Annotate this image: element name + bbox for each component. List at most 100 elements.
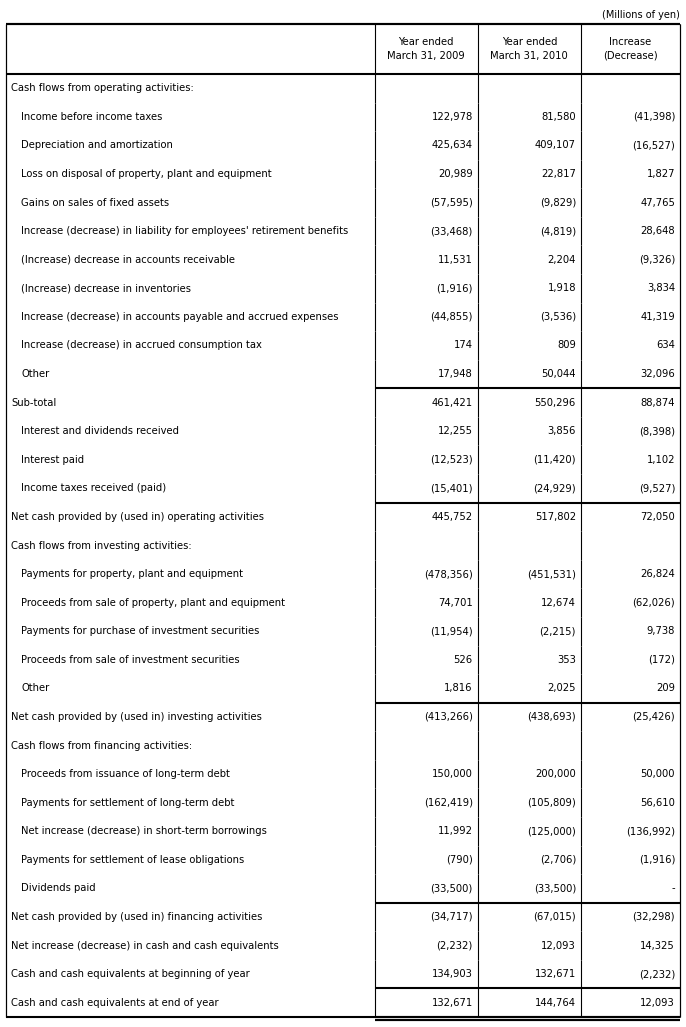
Text: Income taxes received (paid): Income taxes received (paid): [21, 484, 166, 493]
Text: (413,266): (413,266): [424, 712, 473, 722]
Text: (12,523): (12,523): [430, 455, 473, 465]
Text: (41,398): (41,398): [632, 112, 675, 122]
Text: Interest and dividends received: Interest and dividends received: [21, 426, 179, 436]
Text: (2,706): (2,706): [540, 854, 576, 865]
Text: Other: Other: [21, 369, 49, 379]
Text: (24,929): (24,929): [533, 484, 576, 493]
Text: 88,874: 88,874: [641, 397, 675, 408]
Text: (2,215): (2,215): [540, 626, 576, 637]
Text: 809: 809: [557, 341, 576, 350]
Text: (57,595): (57,595): [430, 197, 473, 207]
Text: Cash flows from investing activities:: Cash flows from investing activities:: [11, 540, 191, 550]
Text: Net cash provided by (used in) investing activities: Net cash provided by (used in) investing…: [11, 712, 262, 722]
Text: 209: 209: [656, 683, 675, 693]
Text: Increase
(Decrease): Increase (Decrease): [603, 37, 658, 61]
Text: (33,500): (33,500): [431, 883, 473, 893]
Text: 1,816: 1,816: [445, 683, 473, 693]
Text: Payments for settlement of lease obligations: Payments for settlement of lease obligat…: [21, 854, 244, 865]
Text: 47,765: 47,765: [640, 197, 675, 207]
Text: Net cash provided by (used in) financing activities: Net cash provided by (used in) financing…: [11, 912, 262, 922]
Text: 174: 174: [454, 341, 473, 350]
Text: (25,426): (25,426): [632, 712, 675, 722]
Text: 1,102: 1,102: [646, 455, 675, 465]
Text: Depreciation and amortization: Depreciation and amortization: [21, 141, 173, 150]
Text: 425,634: 425,634: [431, 141, 473, 150]
Text: Cash and cash equivalents at end of year: Cash and cash equivalents at end of year: [11, 997, 219, 1007]
Text: 3,856: 3,856: [547, 426, 576, 436]
Text: 50,000: 50,000: [641, 769, 675, 779]
Text: 132,671: 132,671: [431, 997, 473, 1007]
Text: (11,954): (11,954): [430, 626, 473, 637]
Text: Cash flows from financing activities:: Cash flows from financing activities:: [11, 740, 192, 751]
Text: Increase (decrease) in liability for employees' retirement benefits: Increase (decrease) in liability for emp…: [21, 226, 348, 236]
Text: (9,527): (9,527): [639, 484, 675, 493]
Text: Payments for settlement of long-term debt: Payments for settlement of long-term deb…: [21, 798, 235, 807]
Text: 17,948: 17,948: [438, 369, 473, 379]
Text: Income before income taxes: Income before income taxes: [21, 112, 163, 122]
Text: (Increase) decrease in accounts receivable: (Increase) decrease in accounts receivab…: [21, 255, 235, 265]
Text: -: -: [672, 883, 675, 893]
Text: Proceeds from issuance of long-term debt: Proceeds from issuance of long-term debt: [21, 769, 230, 779]
Text: 9,738: 9,738: [647, 626, 675, 637]
Text: 14,325: 14,325: [640, 941, 675, 951]
Text: (33,500): (33,500): [534, 883, 576, 893]
Text: Cash flows from operating activities:: Cash flows from operating activities:: [11, 83, 193, 93]
Text: Increase (decrease) in accounts payable and accrued expenses: Increase (decrease) in accounts payable …: [21, 312, 338, 321]
Text: 56,610: 56,610: [640, 798, 675, 807]
Text: 81,580: 81,580: [541, 112, 576, 122]
Text: (9,326): (9,326): [639, 255, 675, 265]
Text: (9,829): (9,829): [540, 197, 576, 207]
Text: (172): (172): [648, 655, 675, 664]
Text: (478,356): (478,356): [424, 569, 473, 579]
Text: 20,989: 20,989: [438, 169, 473, 179]
Text: Year ended
March 31, 2009: Year ended March 31, 2009: [388, 37, 465, 61]
Text: (32,298): (32,298): [632, 912, 675, 922]
Text: (62,026): (62,026): [632, 598, 675, 608]
Text: 132,671: 132,671: [534, 969, 576, 979]
Text: 11,992: 11,992: [438, 827, 473, 836]
Text: (67,015): (67,015): [533, 912, 576, 922]
Text: (2,232): (2,232): [639, 969, 675, 979]
Text: 134,903: 134,903: [432, 969, 473, 979]
Text: (Millions of yen): (Millions of yen): [602, 10, 680, 20]
Text: Net cash provided by (used in) operating activities: Net cash provided by (used in) operating…: [11, 511, 264, 522]
Text: 353: 353: [557, 655, 576, 664]
Text: 11,531: 11,531: [438, 255, 473, 265]
Text: 526: 526: [453, 655, 473, 664]
Text: (438,693): (438,693): [528, 712, 576, 722]
Text: Increase (decrease) in accrued consumption tax: Increase (decrease) in accrued consumpti…: [21, 341, 262, 350]
Text: (Increase) decrease in inventories: (Increase) decrease in inventories: [21, 283, 191, 294]
Text: (33,468): (33,468): [431, 226, 473, 236]
Text: 3,834: 3,834: [647, 283, 675, 294]
Text: 32,096: 32,096: [640, 369, 675, 379]
Text: Payments for purchase of investment securities: Payments for purchase of investment secu…: [21, 626, 259, 637]
Text: Proceeds from sale of property, plant and equipment: Proceeds from sale of property, plant an…: [21, 598, 285, 608]
Text: Other: Other: [21, 683, 49, 693]
Text: 2,025: 2,025: [547, 683, 576, 693]
Text: Net increase (decrease) in short-term borrowings: Net increase (decrease) in short-term bo…: [21, 827, 267, 836]
Text: Interest paid: Interest paid: [21, 455, 84, 465]
Text: (162,419): (162,419): [424, 798, 473, 807]
Text: Loss on disposal of property, plant and equipment: Loss on disposal of property, plant and …: [21, 169, 272, 179]
Text: 2,204: 2,204: [547, 255, 576, 265]
Text: 72,050: 72,050: [640, 511, 675, 522]
Text: 12,255: 12,255: [438, 426, 473, 436]
Text: Sub-total: Sub-total: [11, 397, 56, 408]
Text: (1,916): (1,916): [639, 854, 675, 865]
Text: Proceeds from sale of investment securities: Proceeds from sale of investment securit…: [21, 655, 239, 664]
Text: (15,401): (15,401): [430, 484, 473, 493]
Text: 409,107: 409,107: [535, 141, 576, 150]
Text: (105,809): (105,809): [527, 798, 576, 807]
Text: (136,992): (136,992): [626, 827, 675, 836]
Text: (16,527): (16,527): [632, 141, 675, 150]
Text: 445,752: 445,752: [431, 511, 473, 522]
Text: (125,000): (125,000): [527, 827, 576, 836]
Text: 517,802: 517,802: [535, 511, 576, 522]
Text: 634: 634: [656, 341, 675, 350]
Text: (8,398): (8,398): [639, 426, 675, 436]
Text: 12,674: 12,674: [541, 598, 576, 608]
Text: (4,819): (4,819): [540, 226, 576, 236]
Text: 22,817: 22,817: [541, 169, 576, 179]
Text: 200,000: 200,000: [535, 769, 576, 779]
Text: Gains on sales of fixed assets: Gains on sales of fixed assets: [21, 197, 169, 207]
